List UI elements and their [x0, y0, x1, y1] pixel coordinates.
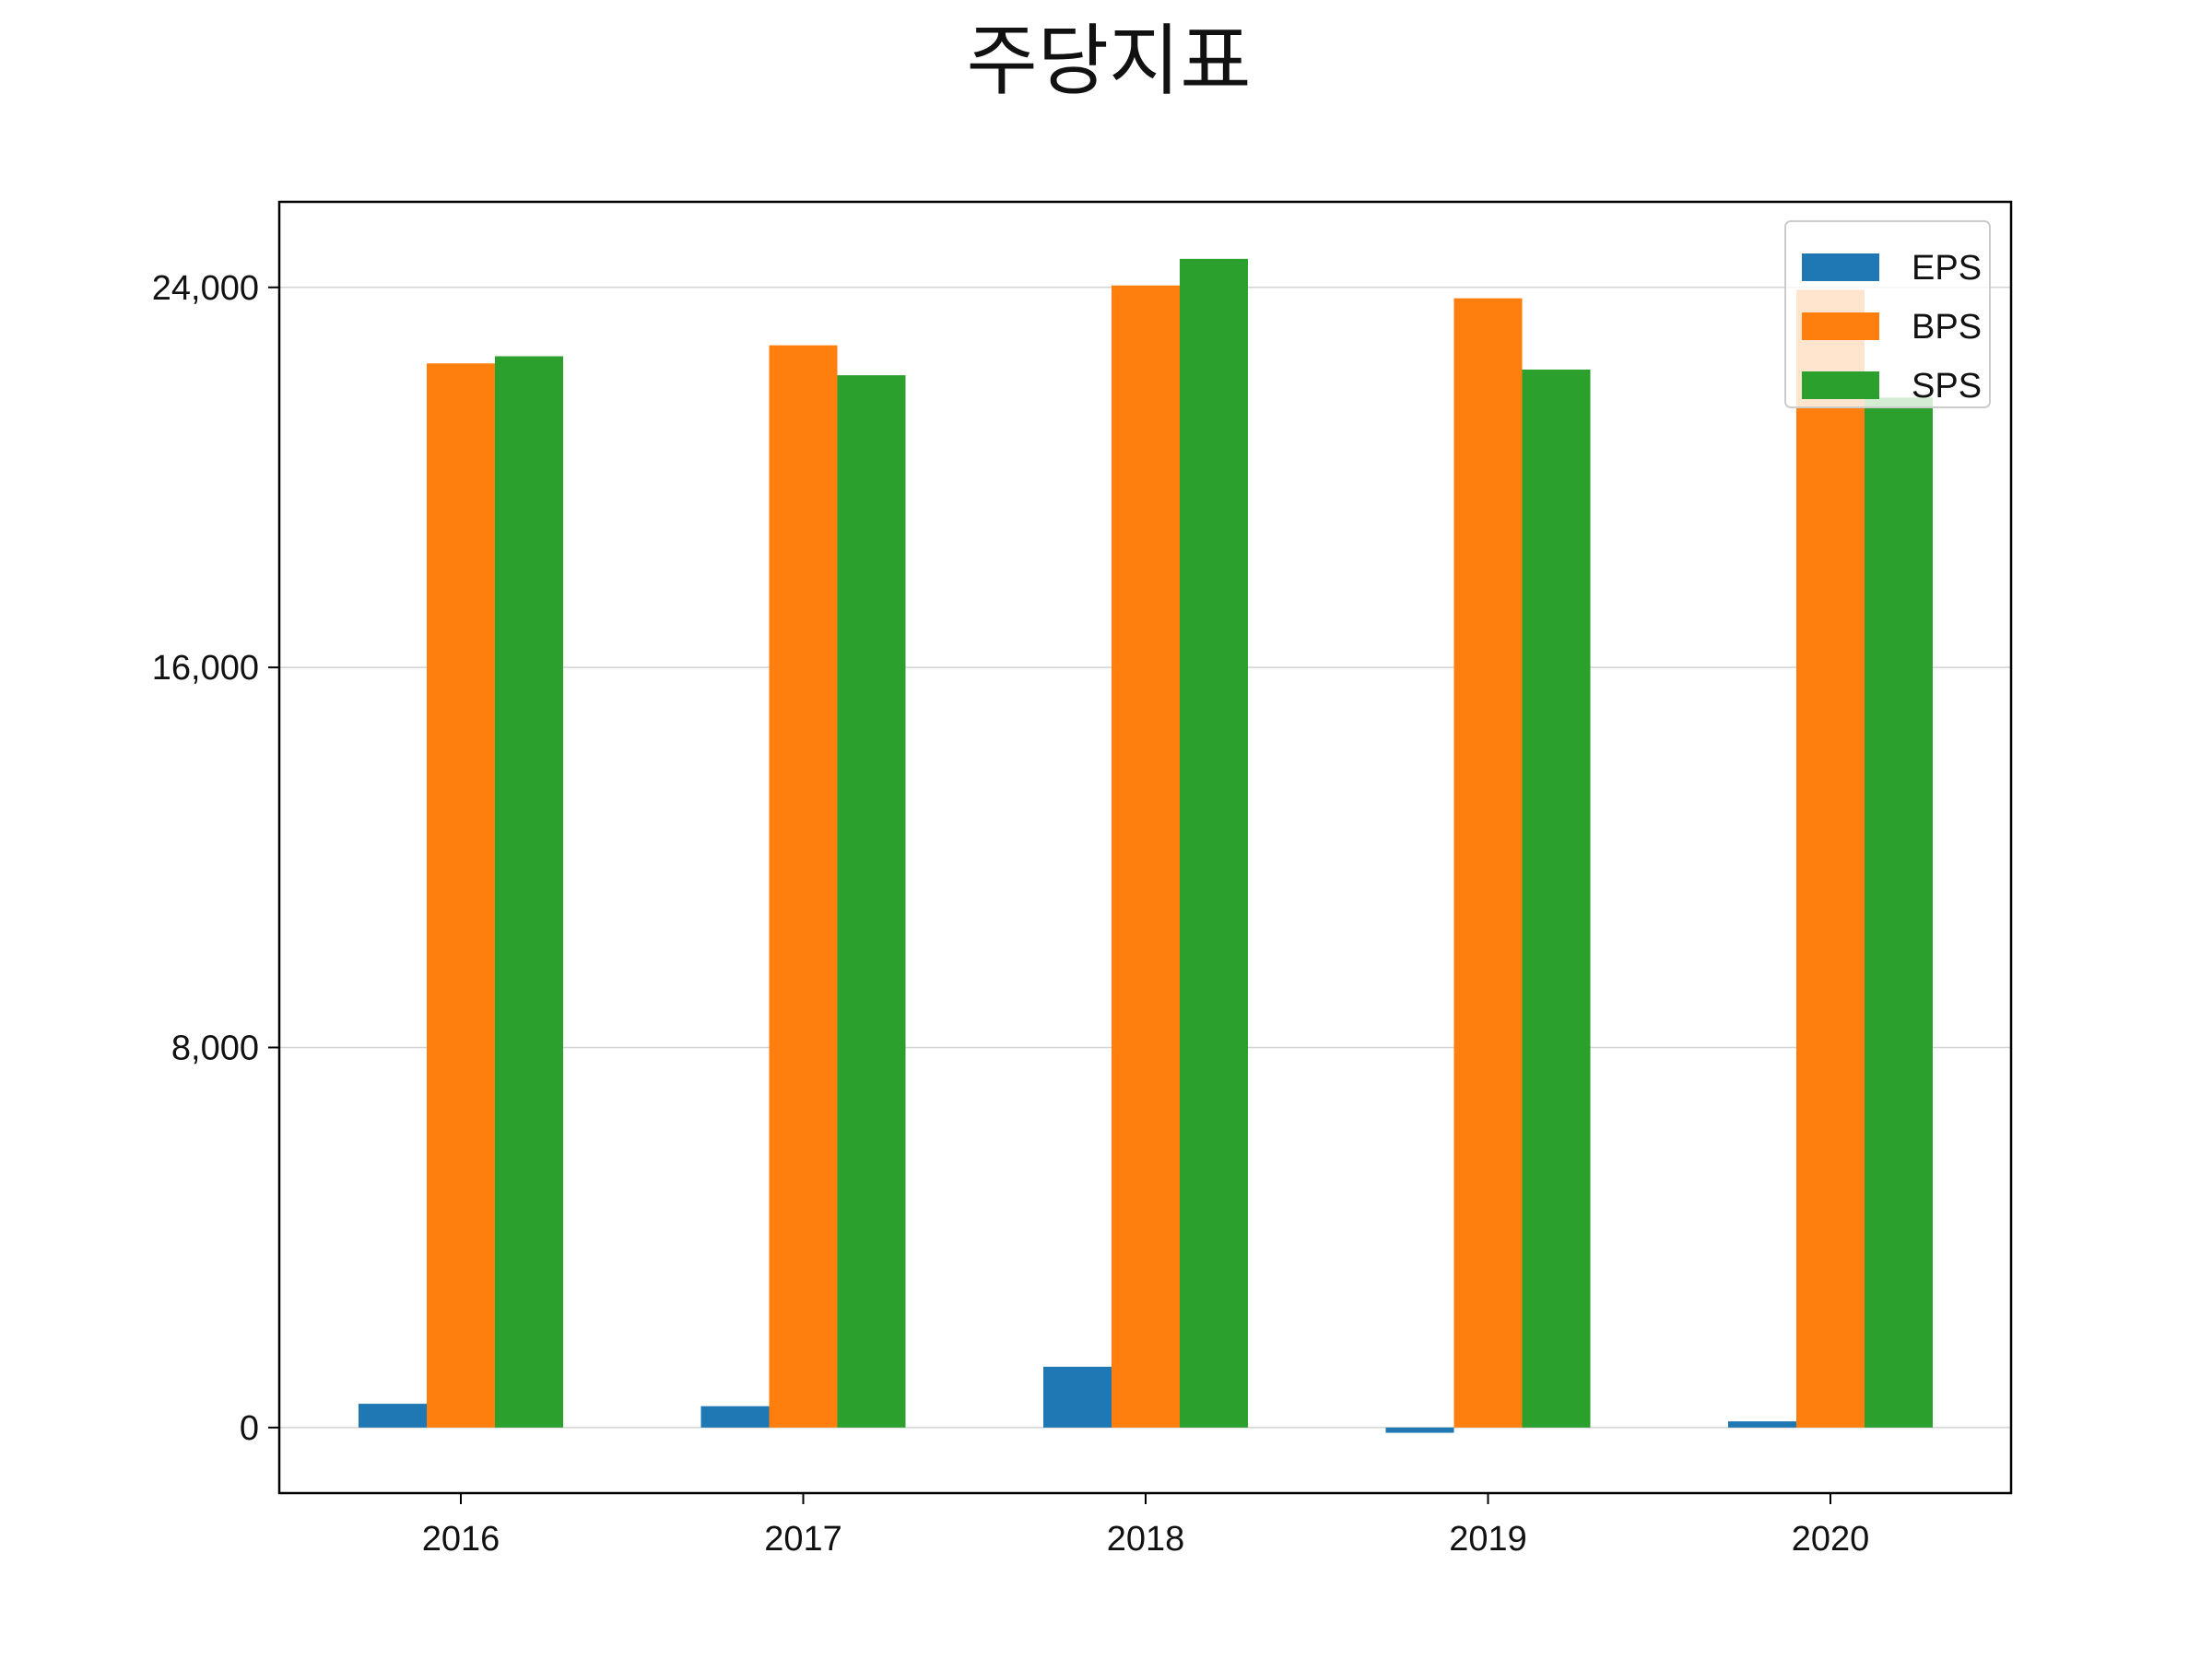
bar-eps-2019 [1385, 1427, 1454, 1433]
bar-eps-2020 [1728, 1421, 1796, 1428]
legend-swatch-sps [1802, 371, 1879, 399]
x-tick-label: 2019 [1449, 1520, 1527, 1559]
bar-bps-2016 [427, 363, 495, 1428]
legend-swatch-bps [1802, 312, 1879, 340]
plot-area: 0 8,000 16,000 24,000 2016 2017 2018 2019 2020 [152, 200, 2013, 1559]
legend-label-eps: EPS [1912, 249, 1982, 288]
y-tick-label: 24,000 [152, 269, 259, 308]
bar-bps-2018 [1112, 285, 1180, 1428]
bar-sps-2018 [1180, 258, 1248, 1428]
x-tick-label: 2018 [1107, 1520, 1185, 1559]
bar-eps-2018 [1043, 1366, 1112, 1428]
y-tick-label: 8,000 [171, 1030, 259, 1068]
x-tick-label: 2020 [1792, 1520, 1870, 1559]
bar-eps-2016 [359, 1404, 427, 1428]
bar-eps-2017 [700, 1406, 770, 1428]
bar-bps-2017 [769, 345, 838, 1428]
x-tick-label: 2016 [422, 1520, 500, 1559]
y-tick-label: 16,000 [152, 649, 259, 688]
legend-swatch-eps [1802, 253, 1879, 281]
bar-sps-2019 [1522, 369, 1591, 1428]
legend: EPS BPS SPS [1784, 220, 1991, 408]
legend-label-sps: SPS [1912, 367, 1982, 406]
x-tick-label: 2017 [764, 1520, 842, 1559]
bar-sps-2016 [495, 356, 563, 1428]
legend-label-bps: BPS [1912, 308, 1982, 347]
y-tick-label: 0 [240, 1409, 259, 1448]
chart-title: 주당지표 [966, 16, 1251, 106]
bar-bps-2020 [1796, 289, 1865, 1428]
bar-sps-2017 [837, 375, 906, 1428]
bar-bps-2019 [1453, 298, 1523, 1428]
bar-sps-2020 [1865, 397, 1933, 1428]
